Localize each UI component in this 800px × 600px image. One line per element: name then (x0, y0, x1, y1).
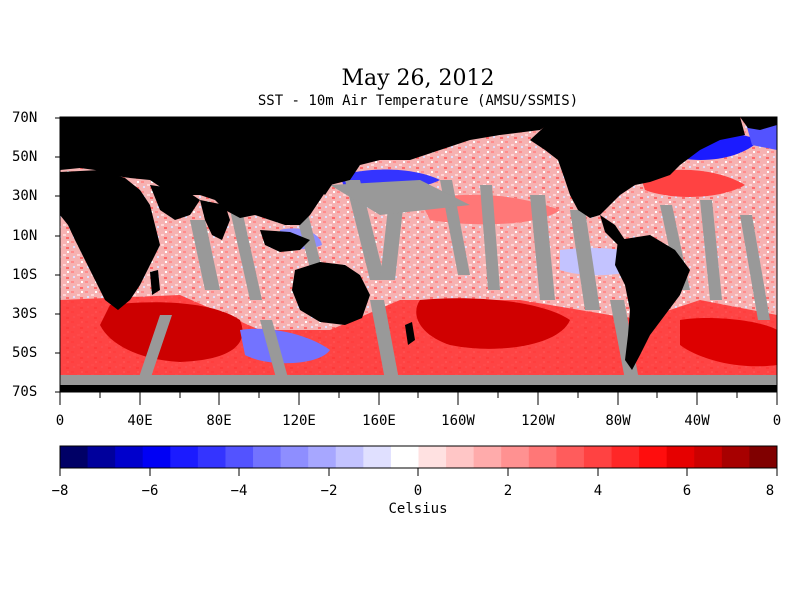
colorbar-segment (142, 446, 171, 468)
colorbar-segment (473, 446, 502, 468)
lat-label-30s: 30S (12, 306, 38, 322)
colorbar-segment (666, 446, 695, 468)
lat-label-50s: 50S (12, 345, 38, 361)
colorbar-segment (308, 446, 337, 468)
central-america-land (600, 215, 625, 245)
lat-label-70s: 70S (12, 384, 38, 400)
colorbar-segment (115, 446, 144, 468)
north-america-land (530, 117, 745, 218)
colorbar-segment (363, 446, 392, 468)
lon-ticks (59, 392, 778, 405)
lat-label-10n: 10N (12, 228, 38, 244)
colorbar-label-8: 8 (765, 483, 775, 499)
lon-label-40w: 40W (684, 413, 710, 429)
lat-label-10s: 10S (12, 267, 38, 283)
lon-label-40e: 40E (127, 413, 153, 429)
colorbar (60, 446, 778, 468)
eurasia-land (60, 117, 560, 225)
arabia-land (150, 185, 200, 220)
japan-land (318, 165, 335, 195)
land-masses (60, 117, 777, 392)
lat-ticks (55, 117, 60, 393)
colorbar-segment (60, 446, 89, 468)
lat-label-70n: 70N (12, 110, 38, 126)
colorbar-segment (446, 446, 475, 468)
colorbar-segment (225, 446, 254, 468)
lat-label-50n: 50N (12, 149, 38, 165)
colorbar-segment (611, 446, 640, 468)
south-atlantic-hotspot (680, 318, 777, 367)
colorbar-label-0: 0 (413, 483, 423, 499)
indian-ocean-hotspot (100, 302, 243, 362)
southern-ocean-warm-band (60, 295, 777, 385)
south-pacific-hotspot (416, 298, 570, 349)
lon-label-160e: 160E (362, 413, 396, 429)
colorbar-segment (197, 446, 226, 468)
greenland-land (740, 117, 777, 130)
lon-label-80e: 80E (206, 413, 232, 429)
colorbar-segment (556, 446, 585, 468)
lat-label-30n: 30N (12, 188, 38, 204)
colorbar-segment (280, 446, 309, 468)
colorbar-label-neg2: −2 (320, 483, 338, 499)
new-zealand-land (405, 322, 415, 345)
lon-label-80w: 80W (605, 413, 631, 429)
colorbar-unit-label: Celsius (388, 501, 448, 517)
colorbar-label-2: 2 (503, 483, 513, 499)
lon-label-160w: 160W (441, 413, 475, 429)
colorbar-label-4: 4 (593, 483, 603, 499)
colorbar-segment (390, 446, 419, 468)
lon-label-0-east: 0 (772, 413, 782, 429)
colorbar-segment (501, 446, 530, 468)
colorbar-label-neg4: −4 (230, 483, 248, 499)
colorbar-label-neg8: −8 (51, 483, 69, 499)
colorbar-ticks (59, 468, 778, 476)
colorbar-segment (721, 446, 750, 468)
colorbar-segment (87, 446, 116, 468)
northwest-atlantic-warm (640, 169, 745, 197)
colorbar-segment (583, 446, 613, 468)
colorbar-segment (528, 446, 557, 468)
map-panel (59, 116, 778, 393)
colorbar-segment (694, 446, 723, 468)
colorbar-segment (170, 446, 199, 468)
india-land (200, 200, 230, 240)
africa-land (60, 170, 160, 310)
colorbar-label-6: 6 (682, 483, 692, 499)
lon-label-120e: 120E (282, 413, 316, 429)
colorbar-segment (639, 446, 668, 468)
colorbar-label-neg6: −6 (141, 483, 159, 499)
southeast-asia-islands (260, 230, 310, 252)
colorbar-segment (418, 446, 447, 468)
lon-label-120w: 120W (521, 413, 555, 429)
lon-label-0-west: 0 (55, 413, 65, 429)
colorbar-segment (253, 446, 282, 468)
australia-land (292, 262, 370, 325)
antarctica-land (60, 385, 777, 392)
colorbar-segment (749, 446, 778, 468)
map-subtitle: SST - 10m Air Temperature (AMSU/SSMIS) (257, 93, 579, 109)
madagascar-land (150, 270, 160, 295)
colorbar-segment (335, 446, 364, 468)
south-america-land (615, 235, 690, 370)
southern-indian-cold-patch (240, 328, 330, 364)
map-title: May 26, 2012 (341, 66, 495, 91)
